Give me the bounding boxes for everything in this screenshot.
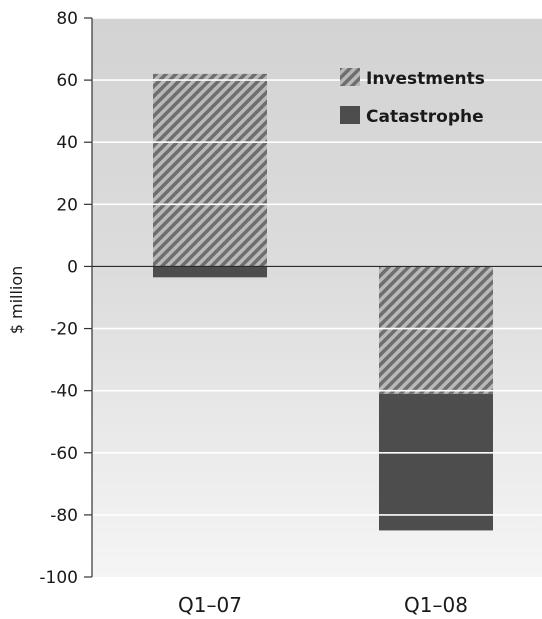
legend: Investments Catastrophe xyxy=(340,68,485,127)
y-tick-label: 20 xyxy=(56,195,78,215)
y-tick-label: -40 xyxy=(50,382,78,402)
bar-investments-2 xyxy=(379,266,493,394)
legend-label-catastrophe: Catastrophe xyxy=(366,107,484,127)
y-tick-label: 80 xyxy=(56,9,78,29)
y-tick-label: -80 xyxy=(50,506,78,526)
y-tick-label: 40 xyxy=(56,133,78,153)
y-tick-label: -100 xyxy=(39,568,78,588)
gridlines xyxy=(92,17,542,516)
x-tick-label: Q1–08 xyxy=(404,593,468,617)
y-tick-label: 60 xyxy=(56,71,78,91)
bar-investments-1 xyxy=(153,73,267,267)
bar-catastrophe-2 xyxy=(379,393,493,531)
y-axis-title: $ million xyxy=(7,266,26,335)
y-tick-label: -60 xyxy=(50,444,78,464)
x-tick-label: Q1–07 xyxy=(178,593,242,617)
bars xyxy=(153,73,493,531)
axes: Q1–07 Q1–08 80 60 40 20 0 -20 -40 -60 -80 -100 xyxy=(39,9,542,617)
legend-swatch-catastrophe xyxy=(340,106,360,124)
legend-swatch-investments xyxy=(340,68,360,86)
bar-catastrophe-1 xyxy=(153,266,267,278)
y-tick-label: -20 xyxy=(50,320,78,340)
legend-label-investments: Investments xyxy=(366,69,485,89)
y-tick-label: 0 xyxy=(67,257,78,277)
